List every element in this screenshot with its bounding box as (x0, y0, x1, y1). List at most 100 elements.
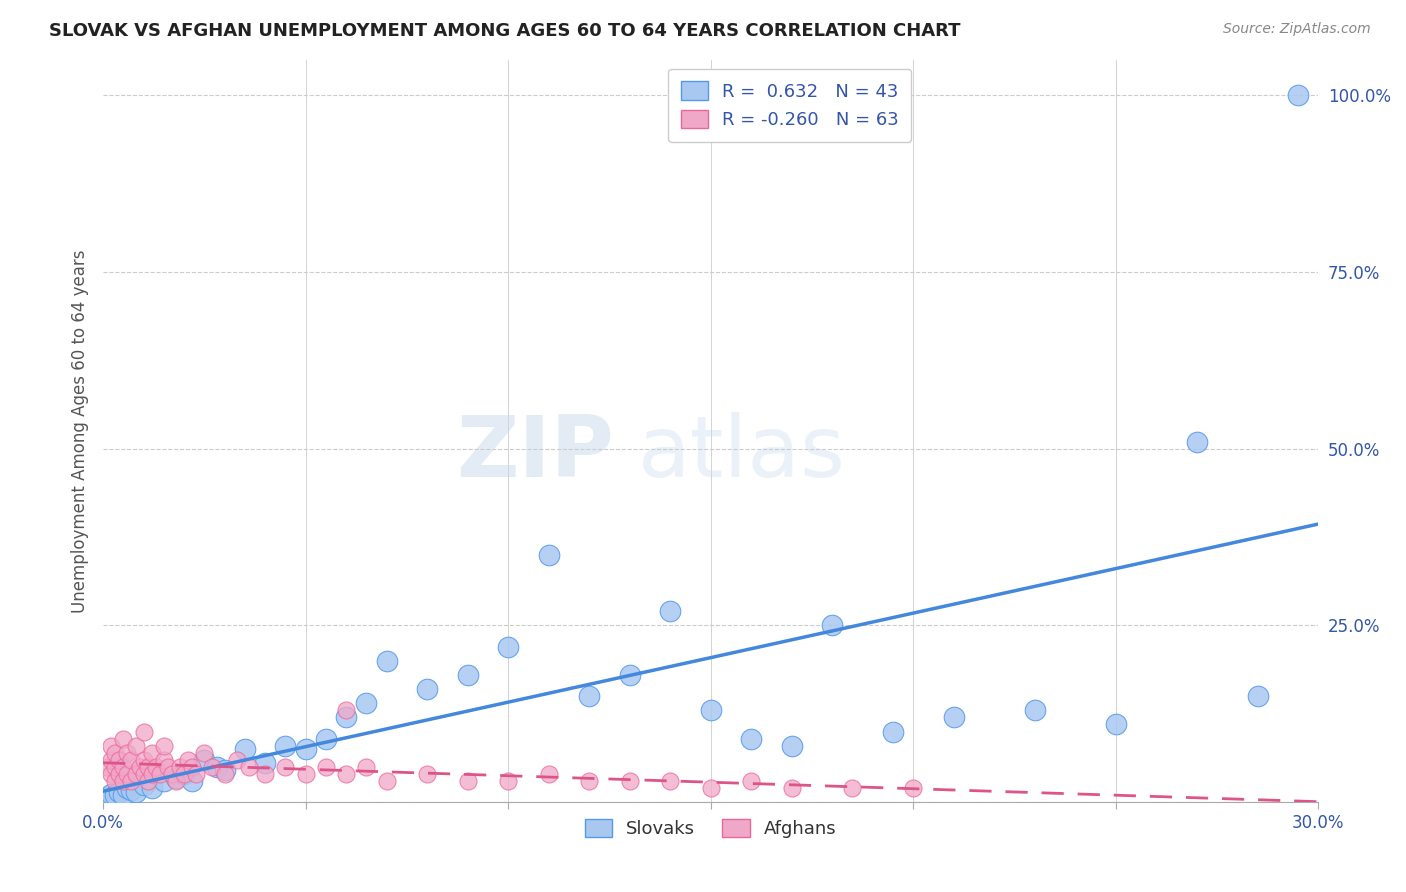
Point (315, 760, 337, 774)
Point (780, 781, 803, 796)
Point (659, 774, 682, 789)
Point (238, 760, 260, 774)
Point (699, 703, 721, 717)
Point (104, 760, 127, 774)
Point (153, 739, 176, 753)
Point (156, 760, 179, 774)
Point (942, 710, 965, 724)
Point (124, 739, 146, 753)
Point (132, 724, 155, 739)
Point (659, 604, 682, 618)
Point (108, 753, 131, 767)
Point (619, 668, 641, 682)
Point (416, 682, 439, 697)
Point (254, 767, 277, 781)
Point (100, 767, 122, 781)
Point (335, 767, 357, 781)
Point (294, 767, 316, 781)
Point (201, 760, 224, 774)
Point (136, 774, 159, 789)
Point (457, 774, 479, 789)
Point (821, 618, 844, 632)
Point (1185, 434, 1208, 449)
Legend: Slovaks, Afghans: Slovaks, Afghans (578, 812, 844, 846)
Point (375, 654, 398, 668)
Point (780, 739, 803, 753)
Point (160, 767, 183, 781)
Point (181, 774, 204, 789)
Point (1105, 717, 1128, 731)
Point (254, 756, 277, 771)
Point (233, 742, 256, 756)
Point (193, 746, 215, 760)
Point (112, 788, 135, 802)
Point (121, 782, 143, 797)
Point (121, 774, 143, 789)
Point (136, 760, 159, 774)
Point (882, 724, 904, 739)
Point (108, 785, 131, 799)
Point (740, 731, 762, 746)
Point (356, 696, 378, 710)
Point (104, 746, 127, 760)
Point (537, 767, 560, 781)
Point (117, 781, 139, 796)
Point (177, 753, 200, 767)
Point (121, 753, 143, 767)
Y-axis label: Unemployment Among Ages 60 to 64 years: Unemployment Among Ages 60 to 64 years (72, 249, 89, 613)
Point (100, 739, 122, 753)
Point (165, 771, 187, 785)
Point (294, 742, 316, 756)
Point (578, 774, 600, 789)
Point (274, 739, 297, 753)
Point (153, 774, 176, 789)
Point (145, 760, 167, 774)
Point (117, 767, 139, 781)
Point (841, 781, 863, 796)
Point (274, 760, 297, 774)
Point (335, 710, 357, 724)
Text: SLOVAK VS AFGHAN UNEMPLOYMENT AMONG AGES 60 TO 64 YEARS CORRELATION CHART: SLOVAK VS AFGHAN UNEMPLOYMENT AMONG AGES… (49, 22, 960, 40)
Text: ZIP: ZIP (456, 412, 613, 495)
Point (214, 767, 236, 781)
Point (225, 753, 247, 767)
Point (537, 548, 560, 562)
Point (375, 774, 398, 789)
Point (165, 774, 187, 789)
Point (1286, 87, 1309, 102)
Point (128, 760, 150, 774)
Point (112, 774, 135, 789)
Point (108, 767, 131, 781)
Point (740, 774, 762, 789)
Point (132, 778, 155, 792)
Point (132, 767, 155, 781)
Point (100, 787, 122, 801)
Point (141, 781, 163, 796)
Point (173, 767, 195, 781)
Point (173, 767, 195, 781)
Point (124, 767, 146, 781)
Point (96, 760, 118, 774)
Point (1246, 689, 1268, 703)
Point (104, 788, 127, 802)
Point (100, 753, 122, 767)
Point (104, 774, 127, 789)
Point (141, 746, 163, 760)
Point (315, 731, 337, 746)
Point (699, 781, 721, 796)
Point (149, 767, 172, 781)
Point (181, 760, 204, 774)
Point (96, 789, 118, 804)
Point (132, 753, 155, 767)
Point (214, 764, 236, 778)
Point (124, 785, 146, 799)
Point (496, 640, 519, 654)
Text: atlas: atlas (638, 412, 846, 495)
Point (619, 774, 641, 789)
Point (335, 703, 357, 717)
Point (416, 767, 439, 781)
Point (356, 760, 378, 774)
Point (112, 760, 135, 774)
Point (205, 760, 228, 774)
Point (903, 781, 925, 796)
